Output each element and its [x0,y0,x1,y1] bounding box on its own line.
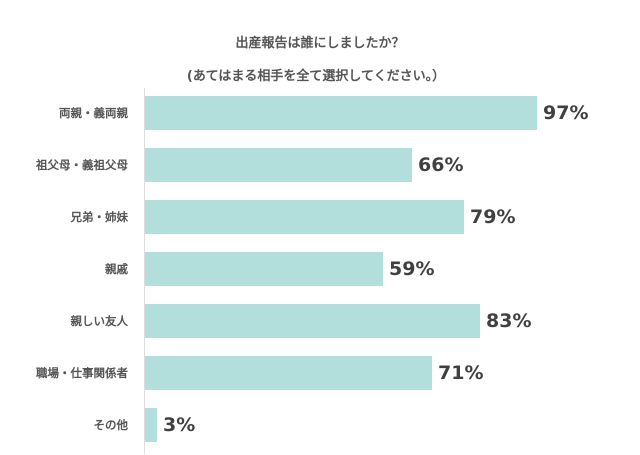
bar-row: 親戚 59% [0,252,640,286]
bar [145,96,537,130]
value-label: 66% [418,154,464,176]
bar [145,304,480,338]
value-label: 79% [470,206,516,228]
y-axis-line [144,88,145,454]
category-label: 親戚 [105,262,128,276]
bar [145,200,464,234]
bar [145,408,157,442]
category-label: 両親・義両親 [59,106,128,120]
value-label: 3% [163,414,196,436]
bar-row: 職場・仕事関係者 71% [0,356,640,390]
value-label: 83% [486,310,532,332]
value-label: 97% [543,102,589,124]
bar [145,252,383,286]
bar-row: 両親・義両親 97% [0,96,640,130]
value-label: 71% [438,362,484,384]
bar [145,148,412,182]
bar-row: 親しい友人 83% [0,304,640,338]
bar [145,356,432,390]
category-label: 親しい友人 [70,314,129,328]
category-label: 祖父母・義祖父母 [36,158,128,172]
bar-row: 兄弟・姉妹 79% [0,200,640,234]
bar-row: 祖父母・義祖父母 66% [0,148,640,182]
category-label: 職場・仕事関係者 [36,366,128,380]
chart-title: 出産報告は誰にしましたか？ [235,36,405,51]
bar-row: その他 3% [0,408,640,442]
category-label: 兄弟・姉妹 [70,210,129,224]
chart-subtitle: (あてはまる相手を全て選択してください。） [186,69,446,84]
category-label: その他 [93,418,129,432]
value-label: 59% [389,258,435,280]
